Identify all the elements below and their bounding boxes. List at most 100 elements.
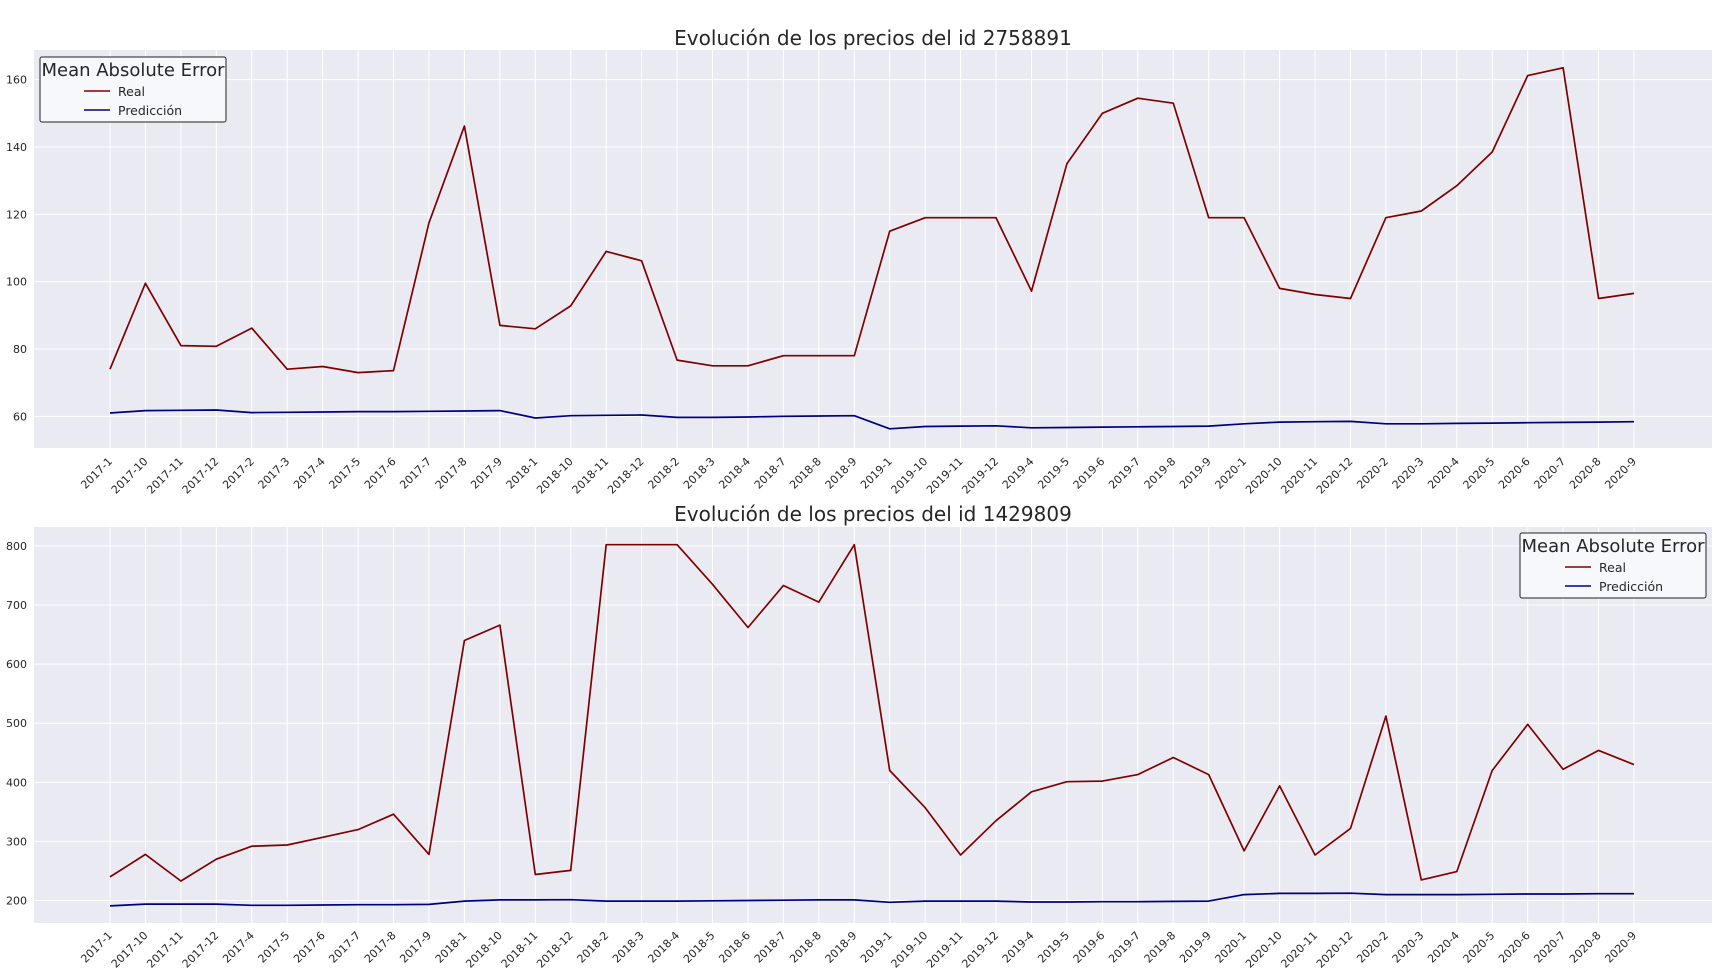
x-tick-label: 2020-11 (1278, 929, 1320, 971)
x-tick-label: 2019-4 (1000, 455, 1037, 492)
x-tick-label: 2020-9 (1602, 929, 1639, 966)
x-tick-label: 2017-4 (291, 455, 328, 492)
x-tick-label: 2018-3 (610, 929, 647, 966)
x-tick-label: 2018-3 (681, 455, 718, 492)
y-tick-label: 500 (6, 717, 27, 730)
x-tick-label: 2019-12 (959, 455, 1001, 497)
x-tick-label: 2019-10 (889, 929, 931, 971)
x-tick-label: 2017-8 (433, 455, 470, 492)
x-tick-label: 2019-8 (1142, 455, 1179, 492)
y-tick-label: 400 (6, 776, 27, 789)
x-tick-label: 2019-9 (1177, 929, 1214, 966)
x-ticks-bottom: 2017-12017-102017-112017-122017-42017-52… (78, 929, 1639, 971)
x-tick-label: 2020-5 (1461, 455, 1498, 492)
x-tick-label: 2018-2 (575, 929, 612, 966)
x-tick-label: 2018-6 (716, 929, 753, 966)
chart-title-bottom: Evolución de los precios del id 1429809 (674, 502, 1072, 526)
x-tick-label: 2020-4 (1425, 455, 1462, 492)
x-tick-label: 2019-12 (959, 929, 1001, 971)
x-tick-label: 2020-3 (1390, 929, 1427, 966)
gridlines-top (34, 50, 1712, 448)
legend-bottom: Mean Absolute Error Real Predicción (1519, 532, 1707, 599)
legend-box-bottom (1519, 532, 1707, 599)
x-tick-label: 2019-10 (889, 455, 931, 497)
y-ticks-top: 60 80 100 120 140 160 (6, 74, 27, 424)
x-tick-label: 2020-2 (1354, 929, 1391, 966)
x-tick-label: 2017-7 (326, 929, 363, 966)
plot-area-top (34, 50, 1712, 448)
series-bottom (109, 543, 1635, 907)
y-tick-label: 60 (13, 410, 27, 423)
x-tick-label: 2020-12 (1314, 455, 1356, 497)
x-tick-label: 2020-3 (1390, 455, 1427, 492)
x-tick-label: 2019-6 (1071, 455, 1108, 492)
x-tick-label: 2017-8 (362, 929, 399, 966)
legend-title-bottom: Mean Absolute Error (1521, 536, 1705, 557)
legend-label-pred-bottom: Predicción (1599, 579, 1663, 594)
x-tick-label: 2019-4 (1000, 929, 1037, 966)
x-tick-label: 2019-6 (1071, 929, 1108, 966)
x-tick-label: 2020-8 (1567, 455, 1604, 492)
x-tick-label: 2018-2 (645, 455, 682, 492)
x-tick-label: 2019-11 (924, 455, 966, 497)
x-tick-label: 2020-8 (1567, 929, 1604, 966)
x-tick-label: 2020-9 (1602, 455, 1639, 492)
x-tick-label: 2017-6 (291, 929, 328, 966)
legend-label-real-bottom: Real (1599, 560, 1626, 575)
x-tick-label: 2018-8 (787, 455, 824, 492)
legend-title-top: Mean Absolute Error (41, 60, 225, 81)
y-tick-label: 80 (13, 343, 27, 356)
x-tick-label: 2018-7 (752, 455, 789, 492)
x-tick-label: 2020-6 (1496, 929, 1533, 966)
chart-title-top: Evolución de los precios del id 2758891 (674, 26, 1072, 50)
x-tick-label: 2018-4 (716, 455, 753, 492)
x-tick-label: 2019-5 (1035, 455, 1072, 492)
x-tick-label: 2018-9 (823, 455, 860, 492)
legend-top: Mean Absolute Error Real Predicción (39, 56, 227, 123)
x-tick-label: 2018-11 (499, 929, 541, 971)
y-tick-label: 160 (6, 74, 27, 87)
x-tick-label: 2020-10 (1243, 455, 1285, 497)
series-line-real (109, 66, 1635, 374)
x-tick-label: 2017-12 (180, 455, 222, 497)
x-tick-label: 2019-5 (1035, 929, 1072, 966)
x-tick-label: 2018-11 (570, 455, 612, 497)
series-top (109, 66, 1635, 430)
x-tick-label: 2018-9 (823, 929, 860, 966)
y-ticks-bottom: 200 300 400 500 600 700 800 (6, 540, 27, 908)
x-tick-label: 2018-8 (787, 929, 824, 966)
y-tick-label: 800 (6, 540, 27, 553)
y-tick-label: 600 (6, 658, 27, 671)
legend-label-real-top: Real (118, 84, 145, 99)
x-tick-label: 2018-12 (534, 929, 576, 971)
x-tick-label: 2017-11 (144, 929, 186, 971)
x-tick-label: 2020-11 (1278, 455, 1320, 497)
x-tick-label: 2017-11 (144, 455, 186, 497)
x-tick-label: 2018-5 (681, 929, 718, 966)
x-tick-label: 2017-6 (362, 455, 399, 492)
y-tick-label: 700 (6, 599, 27, 612)
y-tick-label: 200 (6, 895, 27, 908)
x-tick-label: 2017-2 (220, 455, 257, 492)
x-tick-label: 2020-4 (1425, 929, 1462, 966)
series-line-prediccion (109, 409, 1635, 430)
x-tick-label: 2017-3 (256, 455, 293, 492)
chart-top: Evolución de los precios del id 2758891 … (6, 26, 1712, 497)
x-tick-label: 2017-9 (468, 455, 505, 492)
x-ticks-top: 2017-12017-102017-112017-122017-22017-32… (78, 455, 1639, 497)
x-tick-label: 2020-12 (1314, 929, 1356, 971)
x-tick-label: 2020-10 (1243, 929, 1285, 971)
series-line-prediccion (109, 892, 1634, 907)
x-tick-label: 2019-9 (1177, 455, 1214, 492)
x-tick-label: 2020-2 (1354, 455, 1391, 492)
x-tick-label: 2018-10 (463, 929, 505, 971)
x-tick-label: 2020-6 (1496, 455, 1533, 492)
x-tick-label: 2017-5 (256, 929, 293, 966)
x-tick-label: 2017-7 (397, 455, 434, 492)
x-tick-label: 2020-7 (1531, 929, 1568, 966)
y-tick-label: 300 (6, 835, 27, 848)
series-line-real (109, 543, 1635, 882)
x-tick-label: 2017-10 (109, 455, 151, 497)
y-tick-label: 100 (6, 276, 27, 289)
